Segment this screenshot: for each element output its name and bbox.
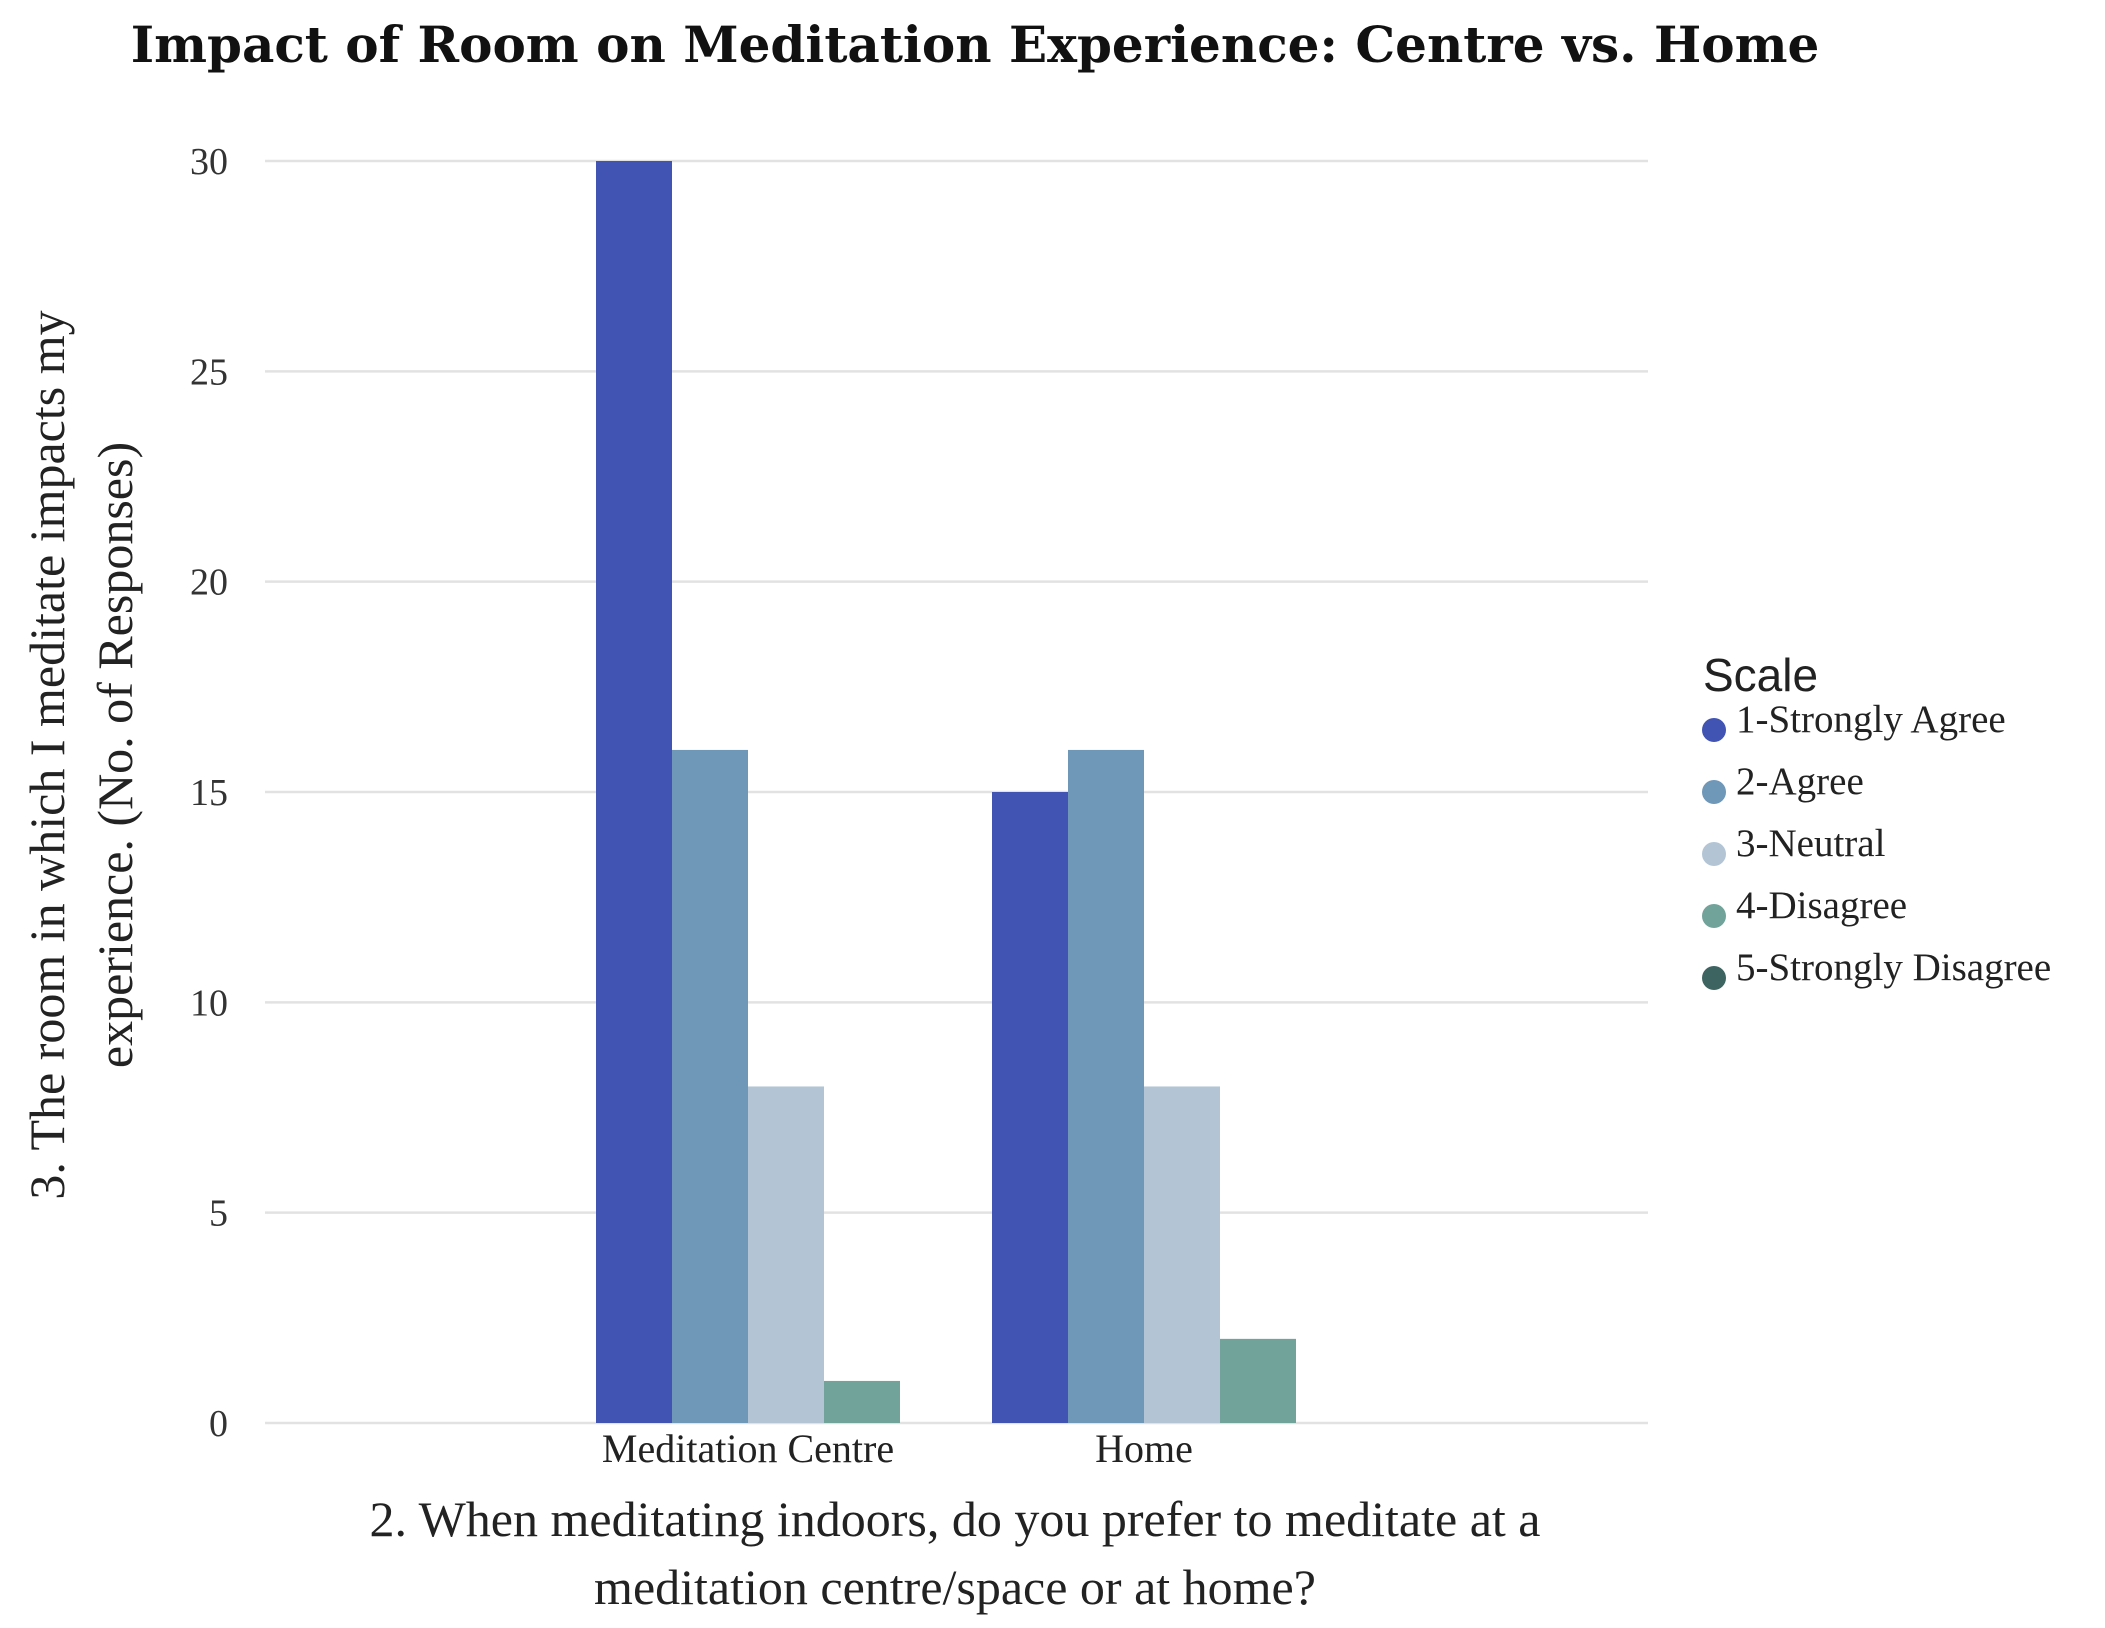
legend-swatch-1 — [1702, 718, 1726, 742]
legend-items: 1-Strongly Agree 2-Agree 3-Neutral 4-Disagr… — [1702, 698, 2051, 990]
y-axis-label-line-1: 3. The room in which I meditate impacts … — [19, 310, 75, 1199]
legend-swatch-4 — [1702, 904, 1726, 928]
bar-meditation-centre-3 — [748, 1086, 824, 1423]
legend-label-5: 5-Strongly Disagree — [1736, 946, 2051, 989]
x-category-label: Meditation Centre — [602, 1426, 894, 1471]
bar-home-4 — [1220, 1338, 1296, 1423]
bars — [596, 161, 1296, 1423]
legend-label-4: 4-Disagree — [1736, 884, 1907, 927]
legend-swatch-5 — [1702, 966, 1726, 990]
chart-title: Impact of Room on Meditation Experience:… — [131, 15, 1820, 74]
legend-swatch-2 — [1702, 780, 1726, 804]
legend-title: Scale — [1703, 649, 1818, 701]
legend-label-2: 2-Agree — [1736, 760, 1864, 803]
y-tick-label: 5 — [209, 1193, 228, 1235]
bar-home-3 — [1144, 1086, 1220, 1423]
x-axis-label-line-2: meditation centre/space or at home? — [594, 1559, 1316, 1615]
bar-meditation-centre-2 — [672, 749, 748, 1423]
bar-home-2 — [1068, 749, 1144, 1423]
x-category-label: Home — [1095, 1426, 1193, 1471]
legend-swatch-3 — [1702, 842, 1726, 866]
legend-label-3: 3-Neutral — [1736, 822, 1886, 865]
bar-home-1 — [992, 792, 1068, 1423]
y-tick-label: 20 — [190, 562, 228, 604]
y-tick-label: 25 — [190, 351, 228, 393]
y-axis-ticks: 0 5 10 15 20 25 30 — [190, 141, 228, 1445]
y-tick-label: 15 — [190, 772, 228, 814]
y-tick-label: 0 — [209, 1403, 228, 1445]
gridlines — [265, 159, 1648, 1425]
x-axis-label-line-1: 2. When meditating indoors, do you prefe… — [370, 1491, 1541, 1547]
legend-label-1: 1-Strongly Agree — [1736, 698, 2006, 741]
y-tick-label: 10 — [190, 982, 228, 1024]
y-axis-label-line-2: experience. (No. of Responses) — [87, 442, 143, 1068]
legend: Scale 1-Strongly Agree 2-Agree 3-Neutral 4-… — [1702, 649, 2051, 990]
x-axis-categories: Meditation Centre Home — [602, 1426, 1193, 1471]
bar-meditation-centre-4 — [824, 1380, 900, 1423]
y-tick-label: 30 — [190, 141, 228, 183]
bar-meditation-centre-1 — [596, 161, 672, 1423]
